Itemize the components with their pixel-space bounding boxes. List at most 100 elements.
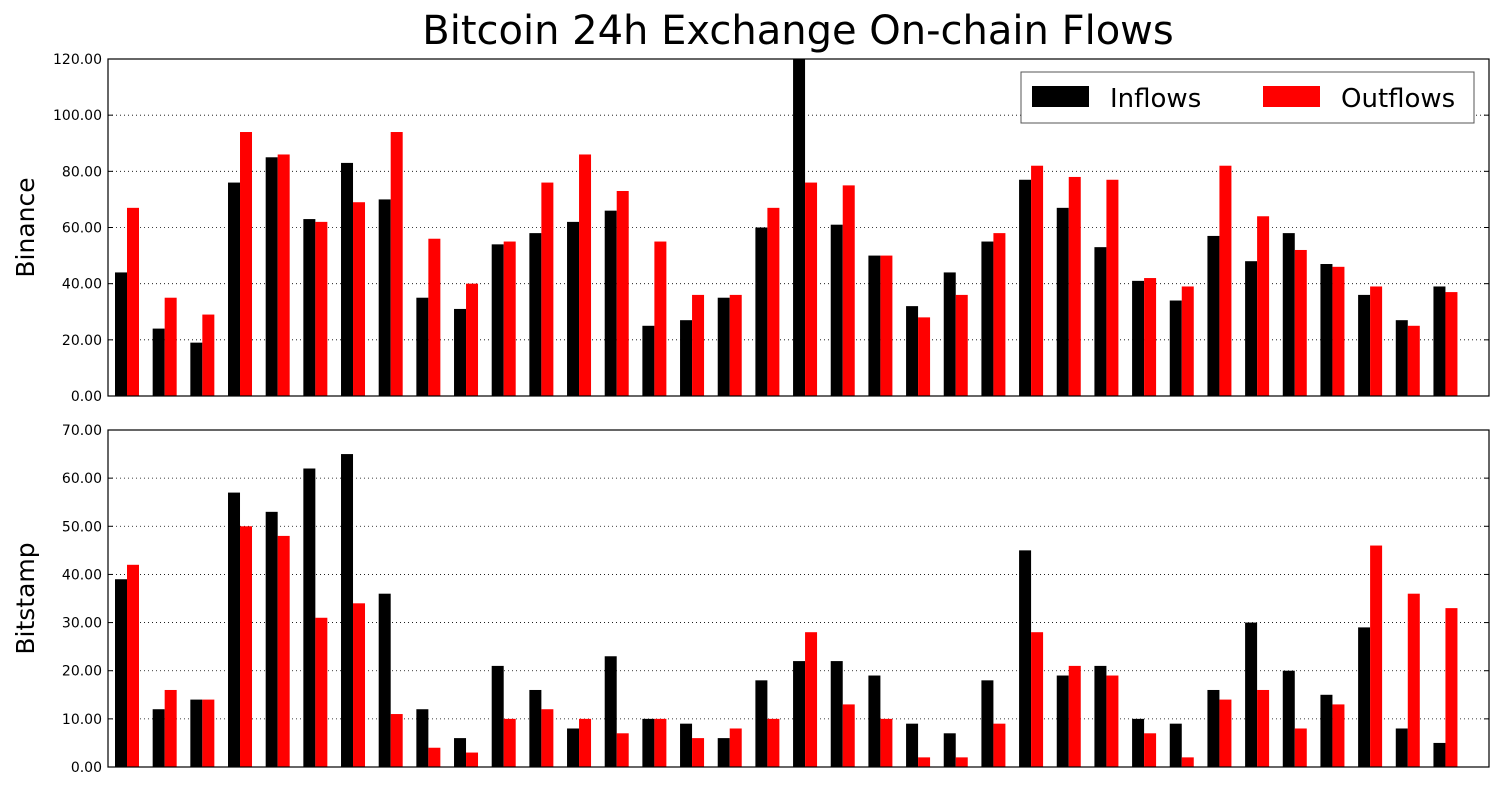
bar-outflows-26 (1068, 665, 1081, 767)
legend-label-inflows: Inflows (1110, 84, 1201, 114)
bar-outflows-27 (1106, 179, 1119, 396)
bar-outflows-24 (993, 723, 1006, 767)
bar-outflows-31 (1257, 216, 1270, 396)
bar-inflows-23 (943, 733, 956, 767)
bar-inflows-36 (1433, 742, 1446, 767)
bar-inflows-19 (793, 59, 806, 396)
bar-inflows-24 (981, 680, 994, 767)
bar-inflows-21 (868, 255, 881, 396)
y-tick-label: 40.00 (62, 277, 102, 293)
bar-outflows-13 (579, 154, 592, 396)
bar-outflows-15 (654, 241, 667, 396)
bar-outflows-28 (1144, 733, 1157, 767)
bar-inflows-23 (943, 272, 956, 396)
bar-outflows-32 (1294, 249, 1307, 396)
chart-title: Bitcoin 24h Exchange On-chain Flows (422, 8, 1173, 54)
y-tick-label: 120.00 (53, 52, 102, 68)
bar-outflows-26 (1068, 176, 1081, 396)
bar-inflows-1 (115, 272, 127, 396)
bar-outflows-22 (918, 317, 931, 396)
y-axis-label: Binance (11, 177, 40, 277)
bar-outflows-30 (1219, 165, 1232, 396)
bar-inflows-24 (981, 241, 994, 396)
bar-inflows-25 (1019, 179, 1032, 396)
bar-inflows-31 (1245, 261, 1258, 396)
bar-inflows-26 (1056, 675, 1069, 767)
bar-outflows-19 (805, 182, 818, 396)
bar-outflows-1 (127, 564, 139, 767)
chart-panels: 0.00 20.00 40.00 60.00 80.00 100.00 120.00 Bina… (11, 52, 1490, 776)
bar-inflows-26 (1056, 207, 1069, 396)
bar-outflows-4 (240, 526, 253, 767)
bar-inflows-29 (1169, 300, 1182, 396)
bar-inflows-10 (454, 738, 467, 767)
bar-outflows-2 (164, 689, 177, 767)
bar-outflows-34 (1370, 286, 1383, 396)
bar-outflows-5 (277, 154, 290, 396)
bar-outflows-11 (503, 241, 516, 396)
bar-inflows-8 (378, 593, 391, 767)
legend-swatch-outflows (1263, 86, 1320, 107)
y-tick-label: 60.00 (62, 471, 102, 487)
bar-outflows-7 (353, 202, 366, 396)
bar-outflows-18 (767, 718, 780, 767)
bar-outflows-33 (1332, 704, 1345, 767)
y-tick-label: 0.00 (71, 389, 102, 405)
bar-inflows-32 (1282, 670, 1295, 767)
bar-inflows-25 (1019, 550, 1032, 767)
legend-box (1020, 71, 1475, 124)
bar-inflows-15 (642, 325, 655, 396)
bar-outflows-21 (880, 718, 893, 767)
bar-outflows-20 (842, 185, 855, 397)
bar-outflows-16 (692, 738, 705, 767)
legend: Inflows Outflows (1020, 71, 1475, 124)
bar-outflows-28 (1144, 278, 1157, 396)
bar-inflows-5 (265, 511, 278, 767)
bar-inflows-33 (1320, 694, 1333, 767)
bar-outflows-12 (541, 709, 554, 767)
bar-inflows-18 (755, 227, 768, 396)
bar-outflows-36 (1445, 608, 1458, 767)
bar-outflows-14 (616, 733, 629, 767)
bar-outflows-8 (390, 714, 403, 767)
bar-inflows-7 (341, 162, 354, 396)
bar-inflows-3 (190, 342, 203, 396)
bar-outflows-15 (654, 718, 667, 767)
bar-outflows-23 (955, 757, 968, 767)
y-tick-label: 10.00 (62, 712, 102, 728)
y-tick-label: 20.00 (62, 333, 102, 349)
bar-inflows-11 (491, 244, 504, 396)
bar-inflows-17 (717, 297, 730, 396)
bar-outflows-9 (428, 747, 441, 767)
bar-inflows-13 (567, 221, 580, 396)
bar-inflows-27 (1094, 247, 1107, 396)
panel-binance: 0.00 20.00 40.00 60.00 80.00 100.00 120.00 Bina… (11, 52, 1490, 405)
bar-outflows-35 (1407, 593, 1420, 767)
bar-outflows-3 (202, 314, 215, 396)
bar-outflows-9 (428, 238, 441, 396)
bar-inflows-2 (152, 328, 165, 396)
bar-outflows-30 (1219, 699, 1232, 767)
bar-outflows-6 (315, 221, 328, 396)
bar-inflows-27 (1094, 665, 1107, 767)
bar-inflows-1 (115, 579, 127, 767)
bar-outflows-12 (541, 182, 554, 396)
bar-inflows-20 (830, 661, 843, 767)
plot-frame (107, 58, 1490, 397)
bar-inflows-10 (454, 308, 467, 396)
bar-inflows-33 (1320, 264, 1333, 396)
bar-outflows-14 (616, 190, 629, 396)
bar-outflows-33 (1332, 266, 1345, 396)
bar-inflows-30 (1207, 689, 1220, 767)
bar-inflows-35 (1395, 728, 1408, 767)
y-tick-label: 80.00 (62, 164, 102, 180)
bar-outflows-13 (579, 718, 592, 767)
bar-outflows-29 (1181, 286, 1194, 396)
bar-inflows-29 (1169, 723, 1182, 767)
bar-inflows-19 (793, 661, 806, 767)
bar-outflows-1 (127, 207, 139, 396)
bar-inflows-8 (378, 199, 391, 396)
bar-outflows-34 (1370, 545, 1383, 767)
bar-outflows-17 (729, 728, 742, 767)
